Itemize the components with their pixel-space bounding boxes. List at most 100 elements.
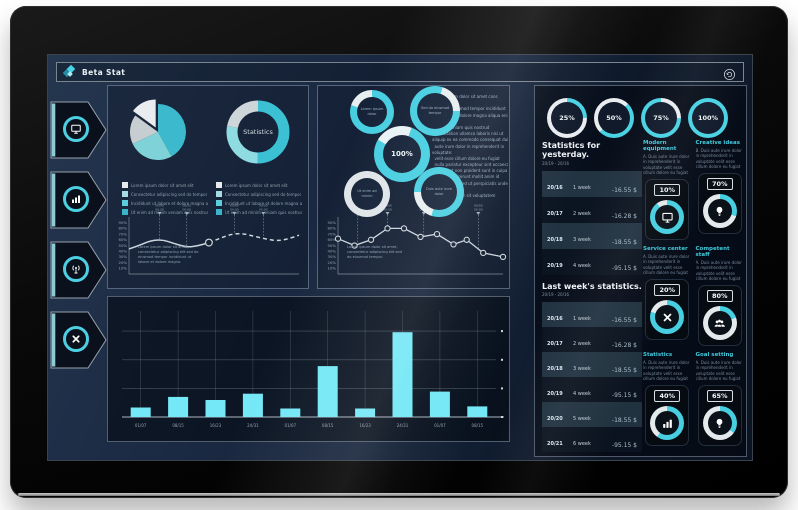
row-value: -16.55 $ bbox=[611, 317, 637, 325]
line-chart-left: 90% 80% 70% 60% 50% 40% 30% 20% 10% 00/00 00:00 00/… bbox=[113, 202, 304, 286]
row-date: 20/17 bbox=[547, 210, 563, 217]
card-ring bbox=[650, 406, 685, 440]
gauge-value: 100% bbox=[697, 114, 719, 122]
svg-text:consectetur adipiscing elit se: consectetur adipiscing elit sed bbox=[347, 250, 402, 254]
bar bbox=[355, 408, 376, 417]
table-row: 20/16 1 week -16.55 $ bbox=[542, 302, 642, 328]
refresh-icon[interactable] bbox=[723, 66, 736, 80]
svg-text:30%: 30% bbox=[119, 254, 128, 259]
svg-text:60%: 60% bbox=[119, 237, 128, 242]
bulb-icon bbox=[713, 205, 726, 218]
legend-item: Lorem ipsum dolor sit amet elit bbox=[216, 182, 302, 188]
row-week: 1 week bbox=[573, 316, 591, 323]
card-tile: 70% bbox=[697, 173, 742, 234]
sidebar-item-monitor[interactable] bbox=[50, 101, 107, 159]
card-percent-badge: 10% bbox=[654, 184, 681, 196]
row-date: 20/21 bbox=[547, 441, 563, 448]
card-title: Statistics bbox=[643, 352, 673, 358]
bulb-icon bbox=[713, 417, 726, 430]
cluster-center-label: 100% bbox=[391, 150, 413, 158]
yesterday-table: 20/16 1 week -16.55 $20/17 2 week -16.28 $20… bbox=[542, 170, 642, 275]
stat-card: Goal setting A. Duis aute irure dolor in … bbox=[696, 352, 745, 446]
app-title: Beta Stat bbox=[82, 67, 126, 77]
svg-text:16/23: 16/23 bbox=[210, 423, 222, 428]
card-tile: 40% bbox=[645, 385, 690, 446]
svg-text:20%: 20% bbox=[328, 260, 337, 265]
svg-text:90%: 90% bbox=[119, 220, 128, 225]
svg-text:00:00: 00:00 bbox=[474, 207, 483, 211]
legend-swatch bbox=[216, 200, 222, 206]
row-date: 20/19 bbox=[547, 391, 563, 398]
bar bbox=[242, 393, 263, 417]
svg-text:Statistics: Statistics bbox=[243, 128, 273, 136]
row-week: 4 week bbox=[573, 262, 591, 269]
bar bbox=[168, 396, 189, 417]
table-row: 20/18 3 week -18.55 $ bbox=[542, 222, 642, 249]
sidebar-item-statistics[interactable] bbox=[50, 171, 107, 229]
gauge-value: 25% bbox=[559, 114, 575, 122]
row-date: 20/19 bbox=[547, 262, 563, 269]
row-date: 20/18 bbox=[547, 236, 563, 243]
card-title: Goal setting bbox=[695, 352, 734, 358]
row-value: -18.55 $ bbox=[611, 238, 637, 246]
row-week: 3 week bbox=[573, 236, 591, 243]
section-subtitle: 20/19 - 20/16 bbox=[542, 292, 570, 298]
row-value: -16.28 $ bbox=[611, 342, 637, 350]
svg-text:00:00: 00:00 bbox=[182, 207, 191, 211]
panel-pie-charts: Statistics Lorem ipsum dolor sit amet el… bbox=[107, 85, 309, 289]
svg-text:00/00: 00/00 bbox=[383, 204, 392, 208]
cluster-satellite-ring: Duis aute irure dolor bbox=[414, 167, 464, 217]
sidebar-item-network[interactable] bbox=[50, 241, 107, 299]
gauge-ring: 50% bbox=[594, 98, 634, 138]
card-percent-badge: 70% bbox=[706, 178, 733, 190]
row-date: 20/17 bbox=[547, 341, 563, 348]
svg-text:00:00: 00:00 bbox=[383, 207, 392, 211]
stat-card: Service center A. Duis aute irure dolor i… bbox=[643, 246, 692, 346]
card-tile: 80% bbox=[697, 285, 742, 346]
table-row: 20/20 5 week -18.55 $ bbox=[542, 402, 642, 428]
row-week: 2 week bbox=[573, 341, 591, 348]
legend-swatch bbox=[122, 182, 128, 188]
svg-text:01/07: 01/07 bbox=[434, 423, 446, 428]
code-line: aliquip ex ea commodo consequat duis bbox=[432, 137, 508, 143]
stat-card: Statistics A. Duis aute irure dolor in re… bbox=[643, 352, 692, 446]
svg-text:eiusmod tempor incididunt ut: eiusmod tempor incididunt ut bbox=[138, 255, 192, 259]
card-ring bbox=[650, 300, 685, 334]
gauge-ring: 25% bbox=[547, 98, 587, 138]
gauge-value: 50% bbox=[606, 114, 622, 122]
row-date: 20/16 bbox=[547, 184, 563, 191]
svg-text:08/15: 08/15 bbox=[172, 423, 184, 428]
code-line: exercitation ullamco laboris nisi ut bbox=[432, 131, 504, 137]
bar bbox=[392, 332, 413, 417]
cluster-satellite-ring: Sed do eiusmod tempor bbox=[410, 86, 460, 136]
row-date: 20/18 bbox=[547, 366, 563, 373]
legend-swatch bbox=[216, 182, 222, 188]
card-text: A. Duis aute irure dolor in reprehenderi… bbox=[643, 154, 690, 176]
svg-text:10%: 10% bbox=[119, 266, 128, 271]
cluster-satellite-ring: Lorem ipsum dolor bbox=[350, 90, 394, 134]
legend-item: Consectetur adipiscing sed do tempor bbox=[216, 191, 302, 197]
legend-label: Lorem ipsum dolor sit amet elit bbox=[225, 182, 288, 188]
legend-item: Incididunt ut labore et dolore magna ali… bbox=[122, 200, 208, 206]
code-line: nulla pariatur excepteur sint occaecat bbox=[432, 162, 508, 168]
card-percent-badge: 40% bbox=[654, 390, 681, 402]
bar bbox=[205, 400, 226, 417]
bar bbox=[317, 366, 338, 417]
svg-text:Lorem ipsum dolor sit amet,: Lorem ipsum dolor sit amet, bbox=[347, 245, 398, 249]
card-text: A. Duis aute irure dolor in reprehenderi… bbox=[643, 360, 690, 382]
card-text: A. Duis aute irure dolor in reprehenderi… bbox=[695, 260, 742, 282]
row-week: 2 week bbox=[573, 210, 591, 217]
legend-swatch bbox=[122, 191, 128, 197]
last-week-section: Last week's statistics. 20/19 - 20/16 20… bbox=[542, 282, 642, 453]
dashboard-screen: Beta Stat Statistics Lorem ipsum dolor s… bbox=[47, 54, 753, 461]
card-title: Service center bbox=[643, 246, 688, 252]
table-row: 20/19 4 week -95.15 $ bbox=[542, 377, 642, 403]
app-header: Beta Stat bbox=[56, 62, 744, 82]
pie-legends: Lorem ipsum dolor sit amet elit Consectet… bbox=[108, 175, 308, 215]
svg-text:00/00: 00/00 bbox=[155, 204, 164, 208]
svg-text:70%: 70% bbox=[119, 231, 128, 236]
table-row: 20/17 2 week -16.28 $ bbox=[542, 327, 642, 353]
table-row: 20/21 6 week -95.15 $ bbox=[542, 427, 642, 453]
cluster-satellite-ring: Ut enim ad minim bbox=[344, 171, 390, 217]
sidebar-item-close[interactable] bbox=[50, 311, 107, 369]
